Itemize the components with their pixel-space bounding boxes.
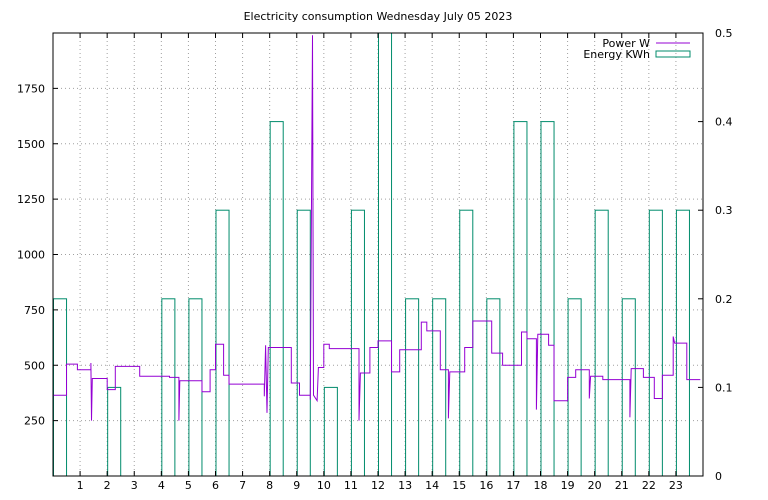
x-tick-label: 6 (212, 479, 219, 492)
grid (53, 33, 703, 476)
energy-bar (486, 298, 501, 477)
x-tick-label: 19 (561, 479, 575, 492)
y-right-tick-label: 0.2 (715, 293, 733, 306)
y-left-tick-label: 1000 (17, 249, 45, 262)
x-tick-label: 22 (642, 479, 656, 492)
y-left-tick-label: 500 (24, 359, 45, 372)
chart-title: Electricity consumption Wednesday July 0… (244, 10, 513, 23)
y-left-tick-label: 1750 (17, 82, 45, 95)
x-tick-label: 10 (317, 479, 331, 492)
x-tick-label: 12 (371, 479, 385, 492)
energy-bar (53, 298, 68, 477)
energy-bar (432, 298, 447, 477)
energy-bar (621, 298, 636, 477)
plot-frame (52, 32, 704, 477)
energy-bar (513, 121, 528, 477)
x-tick-label: 18 (534, 479, 548, 492)
energy-bar (459, 209, 474, 477)
y-right-tick-label: 0.3 (715, 204, 733, 217)
energy-bar (296, 209, 311, 477)
axes: 1 2 3 4 5 6 7 8 9 10 11 12 13 14 15 16 17 18 19 20 21 22 23250… (17, 27, 733, 492)
x-tick-label: 1 (77, 479, 84, 492)
x-tick-label: 17 (506, 479, 520, 492)
energy-bar (269, 121, 284, 477)
x-tick-label: 16 (479, 479, 493, 492)
x-tick-label: 23 (669, 479, 683, 492)
x-tick-label: 3 (131, 479, 138, 492)
energy-bar (405, 298, 420, 477)
energy-bar (188, 298, 203, 477)
energy-series (53, 32, 690, 477)
x-tick-label: 15 (452, 479, 466, 492)
energy-bar (648, 209, 663, 477)
y-left-tick-label: 250 (24, 415, 45, 428)
energy-bar (350, 209, 365, 477)
legend: Power W Energy KWh (583, 37, 691, 61)
x-tick-label: 20 (588, 479, 602, 492)
x-tick-label: 7 (239, 479, 246, 492)
legend-power-label: Power W (602, 37, 650, 50)
y-left-tick-label: 1500 (17, 138, 45, 151)
y-right-tick-label: 0.4 (715, 116, 733, 129)
energy-bar (540, 121, 555, 477)
y-left-tick-label: 1250 (17, 193, 45, 206)
x-tick-label: 9 (293, 479, 300, 492)
x-tick-label: 21 (615, 479, 629, 492)
legend-energy-label: Energy KWh (583, 48, 650, 61)
x-tick-label: 4 (158, 479, 165, 492)
x-tick-label: 14 (425, 479, 439, 492)
x-tick-label: 13 (398, 479, 412, 492)
energy-bar (161, 298, 176, 477)
energy-bar (567, 298, 582, 477)
power-series (53, 35, 701, 421)
y-right-tick-label: 0 (715, 470, 722, 483)
energy-bar (323, 386, 338, 477)
legend-energy-swatch (655, 50, 691, 58)
y-right-tick-label: 0.1 (715, 381, 733, 394)
x-tick-label: 11 (344, 479, 358, 492)
x-tick-label: 8 (266, 479, 273, 492)
energy-bar (107, 386, 122, 477)
x-tick-label: 2 (104, 479, 111, 492)
energy-bar (215, 209, 230, 477)
y-right-tick-label: 0.5 (715, 27, 733, 40)
y-left-tick-label: 750 (24, 304, 45, 317)
energy-bar (594, 209, 609, 477)
x-tick-label: 5 (185, 479, 192, 492)
power-line-path (53, 35, 701, 421)
